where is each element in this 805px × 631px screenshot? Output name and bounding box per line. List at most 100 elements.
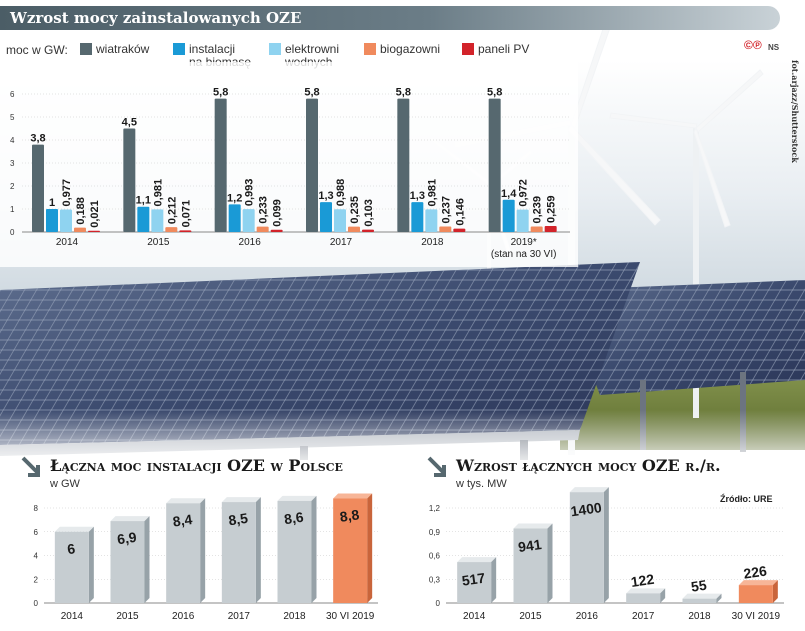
legend-text: wiatraków bbox=[96, 42, 150, 56]
y-tick-label: 6 bbox=[10, 90, 15, 99]
y-tick-label: 4 bbox=[10, 136, 15, 145]
data-label: 0,988 bbox=[335, 179, 347, 207]
data-label: 0,188 bbox=[75, 197, 87, 225]
x-tick-label: 2018 bbox=[283, 611, 306, 622]
bar-top bbox=[277, 495, 317, 501]
bar bbox=[333, 498, 368, 603]
bar-instalacji-na-biomasę bbox=[228, 204, 241, 232]
bar-biogazowni bbox=[348, 226, 360, 232]
data-label: 0,977 bbox=[61, 179, 73, 207]
bar bbox=[277, 500, 312, 603]
data-label: 5,8 bbox=[213, 87, 228, 99]
data-label: 0,233 bbox=[258, 196, 270, 224]
bar-elektrowni-wodnych bbox=[242, 209, 255, 232]
bar-side bbox=[255, 497, 261, 603]
bar bbox=[110, 521, 145, 603]
bar bbox=[54, 531, 89, 603]
y-tick-label: 5 bbox=[10, 113, 15, 122]
legend-text-line1: instalacji bbox=[189, 42, 236, 56]
source-note: Źródło: URE bbox=[720, 494, 773, 504]
data-label: 8,4 bbox=[172, 511, 194, 530]
bar-paneli-PV bbox=[544, 226, 557, 232]
legend-swatch bbox=[80, 43, 92, 55]
chart-main-backdrop bbox=[0, 62, 578, 267]
legend-text: paneli PV bbox=[478, 42, 530, 56]
x-tick-label: 2016 bbox=[576, 611, 599, 622]
bar bbox=[626, 593, 661, 603]
data-label: 0,021 bbox=[89, 200, 101, 228]
y-tick-label: 0,9 bbox=[429, 528, 441, 537]
data-label: 226 bbox=[742, 563, 768, 582]
y-tick-label: 2 bbox=[10, 182, 15, 191]
bar-wiatraków bbox=[397, 98, 410, 232]
data-label: 0,981 bbox=[426, 179, 438, 207]
bar-top bbox=[333, 493, 373, 499]
x-tick-label: 2017 bbox=[632, 611, 655, 622]
legend-swatch bbox=[364, 43, 376, 55]
data-label: 6 bbox=[66, 540, 76, 557]
data-label: 3,8 bbox=[30, 133, 45, 145]
left-section-unit: w GW bbox=[50, 478, 80, 490]
bar-biogazowni bbox=[530, 226, 543, 232]
bar-wiatraków bbox=[123, 128, 136, 232]
bar-side bbox=[716, 593, 722, 603]
y-tick-label: 0,6 bbox=[429, 552, 441, 561]
arrow-down-right-icon bbox=[427, 456, 446, 477]
x-tick-label: 30 VI 2019 bbox=[326, 611, 375, 622]
solar-panels-main bbox=[0, 262, 640, 460]
y-tick-label: 0 bbox=[34, 599, 39, 608]
data-label: 4,5 bbox=[122, 117, 137, 129]
y-tick-label: 4 bbox=[34, 552, 39, 561]
legend-item-biogazownie: biogazowni bbox=[364, 42, 441, 56]
bar-biogazowni bbox=[165, 227, 178, 232]
y-tick-label: 2 bbox=[34, 575, 39, 584]
data-label: 8,5 bbox=[227, 510, 249, 529]
bar-paneli-PV bbox=[179, 230, 192, 232]
data-label: 0,981 bbox=[152, 179, 164, 207]
bar-wiatraków bbox=[306, 98, 318, 232]
data-label: 1,2 bbox=[227, 192, 242, 204]
bar-side bbox=[660, 588, 666, 603]
arrow-down-right-icon bbox=[21, 456, 40, 477]
data-label: 0,239 bbox=[532, 196, 544, 224]
x-tick-label: 2014 bbox=[61, 611, 84, 622]
data-label: 0,972 bbox=[518, 179, 530, 207]
y-tick-label: 8 bbox=[34, 504, 39, 513]
legend-item-pv: paneli PV bbox=[462, 42, 530, 56]
data-label: 1,3 bbox=[410, 190, 425, 202]
left-section-title: Łączna moc instalacji OZE w Polsce bbox=[50, 456, 343, 475]
bar bbox=[513, 528, 548, 603]
data-label: 941 bbox=[517, 536, 543, 555]
y-tick-label: 6 bbox=[34, 528, 39, 537]
data-label: 1 bbox=[49, 197, 55, 209]
bar-biogazowni bbox=[74, 227, 86, 232]
data-label: 1,1 bbox=[136, 195, 151, 207]
bar-elektrowni-wodnych bbox=[151, 209, 164, 232]
bar-instalacji-na-biomasę bbox=[46, 209, 58, 232]
page-title: Wzrost mocy zainstalowanych OZE bbox=[10, 9, 302, 27]
logo-suffix: NS bbox=[768, 43, 780, 52]
bar-biogazowni bbox=[256, 226, 269, 232]
bar bbox=[738, 585, 773, 603]
data-label: 0,993 bbox=[244, 179, 256, 207]
bar-instalacji-na-biomasę bbox=[137, 206, 150, 232]
bar-wiatraków bbox=[32, 144, 44, 232]
data-label: 0,259 bbox=[546, 196, 558, 224]
bar bbox=[221, 502, 256, 603]
bar-top bbox=[513, 523, 553, 529]
data-label: 6,9 bbox=[116, 529, 138, 548]
right-section-unit: w tys. MW bbox=[456, 478, 507, 490]
legend-text: biogazowni bbox=[380, 42, 441, 56]
data-label: 55 bbox=[690, 577, 708, 595]
data-label: 517 bbox=[461, 570, 487, 589]
right-section-title: Wzrost łącznych mocy OZE r./r. bbox=[456, 456, 721, 475]
bar-wiatraków bbox=[488, 98, 501, 232]
data-label: 0,103 bbox=[363, 199, 375, 227]
x-tick-label: 2015 bbox=[147, 237, 170, 248]
y-tick-label: 1,2 bbox=[429, 504, 441, 513]
x-tick-label: 2015 bbox=[116, 611, 139, 622]
x-tick-label: 2017 bbox=[228, 611, 251, 622]
bar-side bbox=[311, 495, 317, 603]
